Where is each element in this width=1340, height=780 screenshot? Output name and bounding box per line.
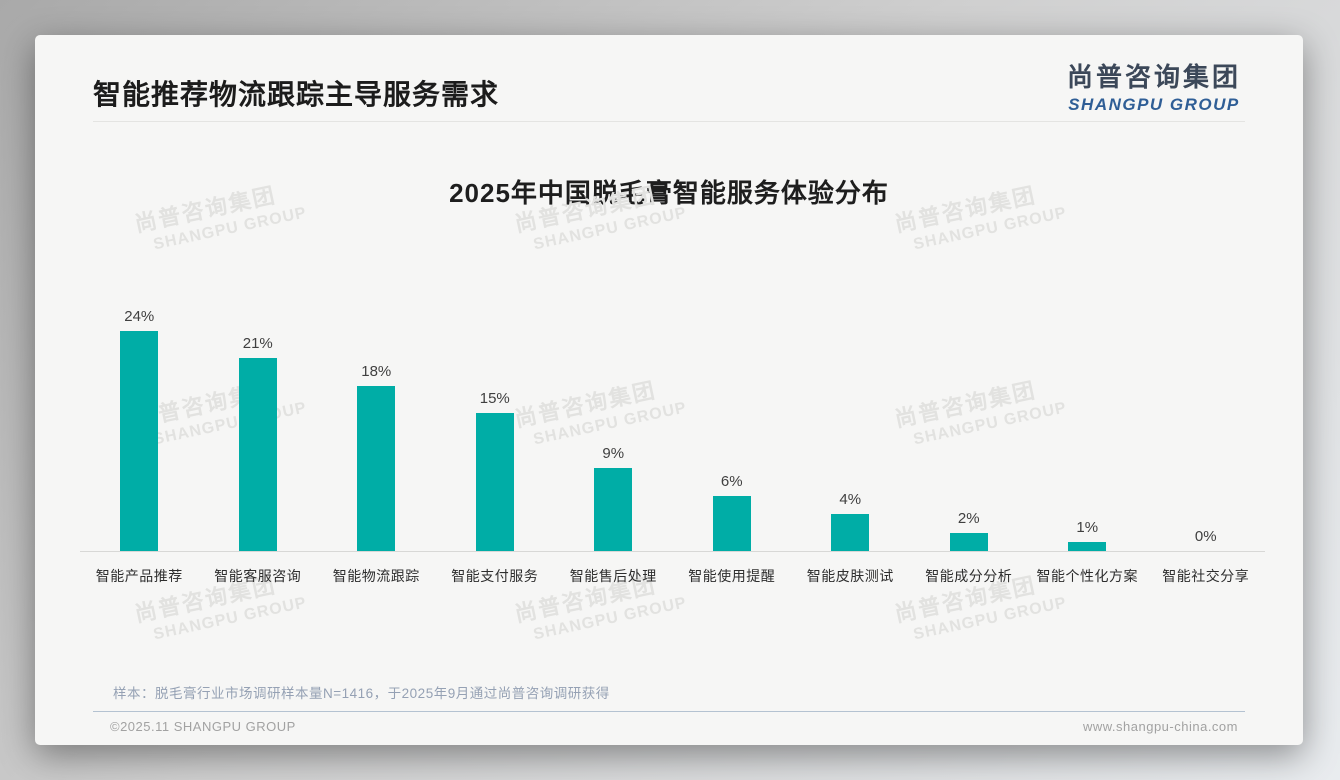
bar-column: 2%: [910, 510, 1029, 551]
category-label: 智能产品推荐: [95, 568, 183, 584]
bar-column: 21%: [199, 335, 318, 551]
watermark-english-text: SHANGPU GROUP: [911, 593, 1069, 643]
bar-value-label: 21%: [242, 335, 273, 352]
bar-value-label: 1%: [1076, 519, 1099, 536]
bar: [949, 533, 988, 551]
footer-copyright: ©2025.11 SHANGPU GROUP: [110, 719, 296, 734]
chart-title: 2025年中国脱毛膏智能服务体验分布: [449, 178, 889, 208]
watermark-english-text: SHANGPU GROUP: [531, 593, 689, 643]
bar-value-label: 18%: [361, 363, 392, 380]
bar-value-label: 9%: [602, 445, 625, 462]
bars-row: 24% 21% 18% 15% 9% 6% 4% 2% 1% 0%: [80, 297, 1265, 552]
bar: [712, 496, 751, 551]
bar-chart: 24% 21% 18% 15% 9% 6% 4% 2% 1% 0% 智能产品推荐 智能客服咨询 智能物…: [80, 297, 1265, 586]
bar-value-label: 6%: [720, 473, 743, 490]
category-label: 智能使用提醒: [688, 568, 776, 584]
bar-value-label: 0%: [1194, 528, 1217, 545]
bar: [475, 413, 514, 551]
category-label: 智能支付服务: [451, 568, 539, 584]
page-title: 智能推荐物流跟踪主导服务需求: [93, 79, 500, 110]
company-logo: 尚普咨询集团 SHANGPU GROUP: [1067, 57, 1241, 115]
category-label: 智能售后处理: [569, 568, 657, 584]
bar-column: 9%: [554, 445, 673, 551]
bar: [238, 358, 277, 551]
category-label: 智能物流跟踪: [332, 568, 420, 584]
bar-column: 4%: [791, 491, 910, 551]
bar-value-label: 24%: [124, 308, 155, 325]
bar-value-label: 4%: [839, 491, 862, 508]
bar: [357, 386, 396, 551]
category-label: 智能皮肤测试: [806, 568, 894, 584]
logo-chinese-text: 尚普咨询集团: [1066, 62, 1241, 92]
bar: [831, 514, 870, 551]
footer-divider: [93, 711, 1245, 712]
bar: [120, 331, 159, 551]
bar-value-label: 2%: [957, 510, 980, 527]
watermark-english-text: SHANGPU GROUP: [151, 593, 309, 643]
bar-column: 1%: [1028, 519, 1147, 551]
category-label: 智能个性化方案: [1036, 568, 1138, 584]
bar-column: 0%: [1147, 528, 1266, 551]
bar-column: 6%: [673, 473, 792, 551]
bar-column: 15%: [436, 390, 555, 551]
categories-row: 智能产品推荐 智能客服咨询 智能物流跟踪 智能支付服务 智能售后处理 智能使用提醒 智能皮肤…: [80, 552, 1265, 586]
header-divider: [93, 121, 1245, 122]
category-label: 智能客服咨询: [214, 568, 302, 584]
category-label: 智能社交分享: [1162, 568, 1250, 584]
bar-column: 18%: [317, 363, 436, 551]
logo-english-text: SHANGPU GROUP: [1068, 95, 1240, 114]
bar: [1068, 542, 1107, 551]
category-label: 智能成分分析: [925, 568, 1013, 584]
slide-card: 智能推荐物流跟踪主导服务需求 尚普咨询集团 SHANGPU GROUP 2025…: [35, 35, 1303, 745]
bar-column: 24%: [80, 308, 199, 551]
footer-website: www.shangpu-china.com: [1082, 719, 1238, 734]
sample-note: 样本：脱毛膏行业市场调研样本量N=1416，于2025年9月通过尚普咨询调研获得: [113, 686, 610, 701]
bar: [594, 468, 633, 551]
bar-value-label: 15%: [479, 390, 510, 407]
